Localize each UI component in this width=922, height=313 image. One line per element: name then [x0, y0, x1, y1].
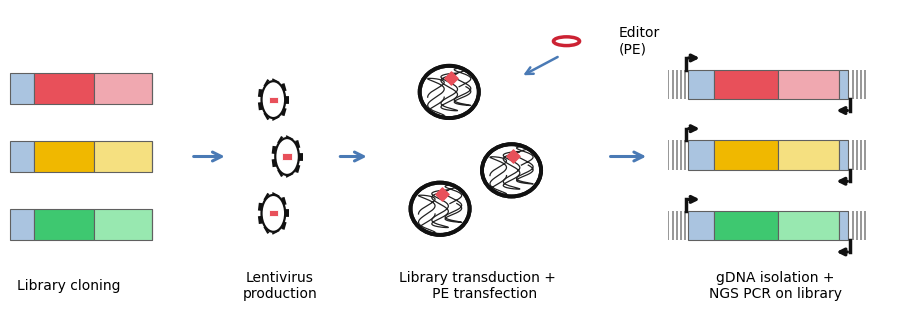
- Text: gDNA isolation +
NGS PCR on library: gDNA isolation + NGS PCR on library: [709, 270, 842, 301]
- Bar: [714, 211, 777, 240]
- Bar: [676, 70, 678, 99]
- Ellipse shape: [420, 66, 479, 118]
- FancyBboxPatch shape: [10, 141, 34, 172]
- Bar: [684, 70, 686, 99]
- Circle shape: [553, 37, 580, 46]
- Bar: [688, 211, 714, 240]
- Bar: [668, 70, 669, 99]
- Text: Library cloning: Library cloning: [18, 279, 121, 293]
- Ellipse shape: [410, 182, 469, 235]
- Bar: [860, 70, 862, 99]
- Bar: [688, 70, 714, 99]
- Bar: [672, 140, 673, 170]
- Point: [505, 153, 520, 158]
- Bar: [676, 211, 678, 240]
- FancyBboxPatch shape: [282, 153, 291, 160]
- Ellipse shape: [276, 138, 299, 175]
- Bar: [852, 140, 854, 170]
- FancyBboxPatch shape: [268, 210, 278, 217]
- Bar: [860, 140, 862, 170]
- Bar: [684, 211, 686, 240]
- Ellipse shape: [262, 195, 285, 232]
- Bar: [672, 70, 673, 99]
- Bar: [688, 140, 714, 170]
- Bar: [864, 70, 866, 99]
- Bar: [676, 140, 678, 170]
- FancyBboxPatch shape: [34, 74, 94, 104]
- Bar: [777, 140, 839, 170]
- Bar: [847, 140, 849, 170]
- Point: [434, 192, 449, 197]
- Bar: [856, 70, 857, 99]
- Bar: [847, 211, 849, 240]
- FancyBboxPatch shape: [10, 209, 34, 239]
- Bar: [777, 211, 839, 240]
- FancyBboxPatch shape: [94, 74, 152, 104]
- Text: Library transduction +
   PE transfection: Library transduction + PE transfection: [399, 270, 556, 301]
- FancyBboxPatch shape: [34, 141, 94, 172]
- Bar: [856, 140, 857, 170]
- FancyBboxPatch shape: [94, 209, 152, 239]
- Bar: [847, 70, 849, 99]
- FancyBboxPatch shape: [94, 141, 152, 172]
- Bar: [680, 211, 681, 240]
- Bar: [839, 211, 848, 240]
- Bar: [684, 140, 686, 170]
- Bar: [839, 70, 848, 99]
- Bar: [860, 211, 862, 240]
- Bar: [864, 211, 866, 240]
- Bar: [668, 140, 669, 170]
- Bar: [839, 140, 848, 170]
- Bar: [777, 70, 839, 99]
- Bar: [672, 211, 673, 240]
- Ellipse shape: [262, 81, 285, 118]
- Ellipse shape: [482, 144, 541, 197]
- Bar: [714, 140, 777, 170]
- Text: Editor
(PE): Editor (PE): [619, 26, 660, 56]
- Bar: [856, 211, 857, 240]
- Bar: [864, 140, 866, 170]
- Bar: [668, 211, 669, 240]
- Bar: [680, 140, 681, 170]
- Text: Lentivirus
production: Lentivirus production: [242, 270, 317, 301]
- FancyBboxPatch shape: [34, 209, 94, 239]
- Bar: [852, 211, 854, 240]
- Bar: [852, 70, 854, 99]
- Bar: [714, 70, 777, 99]
- FancyBboxPatch shape: [268, 96, 278, 103]
- FancyBboxPatch shape: [10, 74, 34, 104]
- Bar: [680, 70, 681, 99]
- Point: [443, 75, 458, 80]
